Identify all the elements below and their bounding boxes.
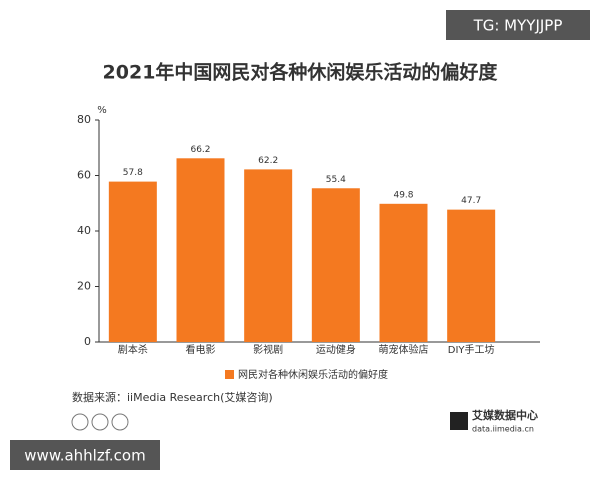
icon	[111, 413, 129, 431]
bar	[244, 169, 293, 342]
logo-name: 艾媒数据中心	[472, 408, 538, 422]
x-tick-label: 运动健身	[316, 343, 356, 356]
data-label: 62.2	[258, 156, 278, 166]
bar	[447, 209, 496, 342]
chart-title: 2021年中国网民对各种休闲娱乐活动的偏好度	[103, 61, 499, 84]
watermark-box	[446, 10, 590, 40]
data-label: 66.2	[190, 145, 210, 155]
bar	[176, 158, 225, 342]
icon	[91, 413, 109, 431]
bar	[379, 203, 428, 342]
icon	[71, 413, 89, 431]
y-tick-label: 40	[77, 224, 91, 237]
y-tick-label: 0	[84, 335, 91, 348]
x-tick-label: 剧本杀	[118, 343, 148, 356]
x-tick-label: 看电影	[186, 343, 216, 356]
y-unit: %	[97, 105, 107, 116]
watermark-box	[10, 440, 160, 470]
logo-url: data.iimedia.cn	[472, 425, 534, 434]
data-label: 55.4	[326, 175, 346, 185]
x-tick-label: 萌宠体验店	[379, 343, 429, 356]
source: 数据来源：iiMedia Research(艾媒咨询)	[72, 390, 273, 404]
data-label: 47.7	[461, 196, 481, 206]
bar	[108, 181, 157, 342]
watermark: www.ahhlzf.com	[24, 447, 145, 465]
legend-label: 网民对各种休闲娱乐活动的偏好度	[238, 368, 388, 381]
data-label: 49.8	[393, 190, 413, 200]
y-tick-label: 20	[77, 280, 91, 293]
x-tick-label: 影视剧	[253, 343, 283, 356]
y-tick-label: 60	[77, 169, 91, 182]
y-tick-label: 80	[77, 113, 91, 126]
x-tick-label: DIY手工坊	[448, 343, 495, 356]
bar	[311, 188, 360, 342]
logo-icon	[450, 412, 468, 430]
cc-icons	[71, 413, 129, 431]
watermark: TG: MYYJJPP	[473, 17, 563, 35]
legend-swatch	[225, 370, 234, 379]
data-label: 57.8	[123, 168, 143, 178]
